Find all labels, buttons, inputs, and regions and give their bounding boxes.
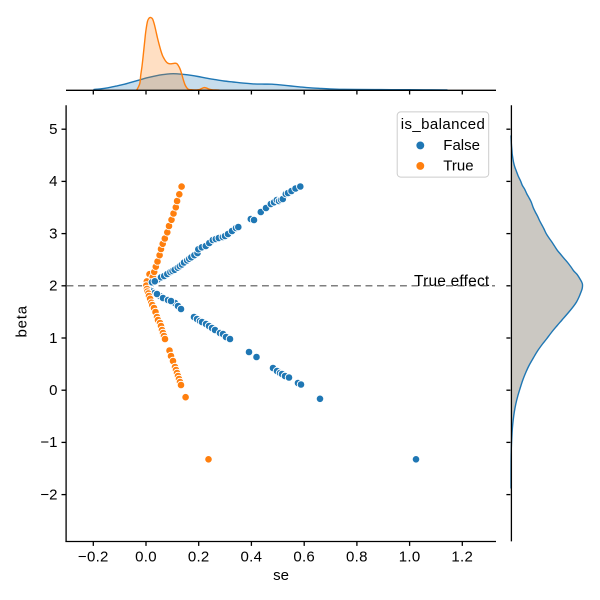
svg-text:0.6: 0.6 [293,549,315,566]
svg-text:True effect: True effect [414,273,490,290]
svg-text:True: True [443,157,473,174]
svg-text:−0.2: −0.2 [78,549,109,566]
svg-text:1.2: 1.2 [451,549,473,566]
svg-text:−2: −2 [40,486,57,503]
svg-text:0.2: 0.2 [188,549,210,566]
svg-text:False: False [443,137,480,154]
svg-text:2: 2 [49,278,57,295]
svg-text:0.0: 0.0 [135,549,157,566]
svg-text:1: 1 [49,330,57,347]
svg-text:4: 4 [49,173,57,190]
svg-text:1.0: 1.0 [399,549,421,566]
svg-text:0: 0 [49,382,57,399]
svg-text:is_balanced: is_balanced [401,116,485,133]
svg-text:0.4: 0.4 [241,549,263,566]
svg-text:−1: −1 [40,434,57,451]
svg-text:beta: beta [14,305,31,337]
svg-text:0.8: 0.8 [346,549,368,566]
svg-text:se: se [273,567,289,584]
svg-text:5: 5 [49,121,57,138]
svg-text:3: 3 [49,225,57,242]
